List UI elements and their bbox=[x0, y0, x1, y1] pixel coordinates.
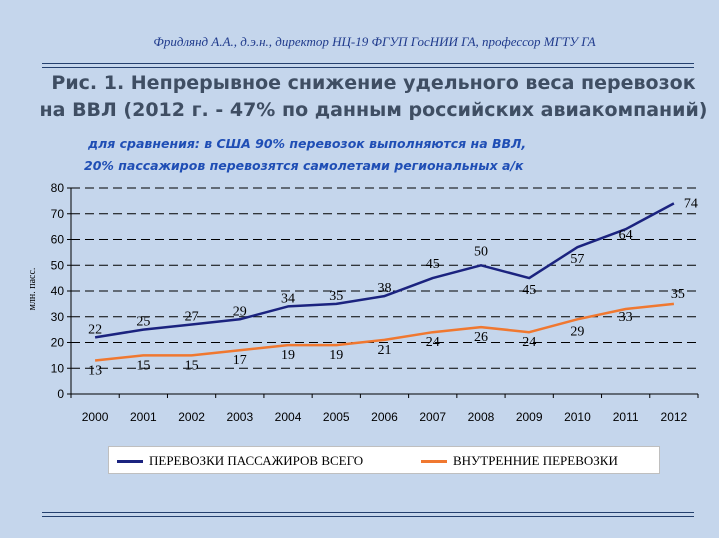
y-tick-label: 10 bbox=[51, 361, 65, 375]
y-axis-label: млн. пасс. bbox=[27, 268, 38, 311]
x-tick-label: 2011 bbox=[613, 410, 639, 424]
data-label: 19 bbox=[329, 348, 343, 363]
title-line-1: Рис. 1. Непрерывное снижение удельного в… bbox=[51, 72, 696, 94]
slide-title: Рис. 1. Непрерывное снижение удельного в… bbox=[0, 70, 719, 124]
data-label: 45 bbox=[426, 257, 440, 272]
x-tick-label: 2009 bbox=[516, 410, 543, 424]
top-divider-thin bbox=[42, 67, 694, 68]
legend-swatch-total bbox=[117, 459, 143, 463]
y-tick-label: 70 bbox=[51, 207, 65, 221]
bottom-divider-thin bbox=[42, 516, 694, 517]
data-label: 35 bbox=[329, 289, 343, 304]
data-label: 57 bbox=[570, 252, 584, 267]
legend-item-total: ПЕРЕВОЗКИ ПАССАЖИРОВ ВСЕГО bbox=[117, 453, 363, 469]
comparison-note: для сравнения: в США 90% перевозок выпол… bbox=[84, 133, 527, 177]
x-tick-label: 2001 bbox=[130, 410, 157, 424]
title-line-2: на ВВЛ (2012 г. - 47% по данным российск… bbox=[39, 99, 708, 121]
data-label: 45 bbox=[522, 283, 536, 298]
top-divider bbox=[42, 63, 694, 64]
series-line-0 bbox=[94, 202, 675, 339]
data-label: 35 bbox=[671, 287, 685, 302]
data-label: 29 bbox=[233, 304, 247, 319]
chart-legend: ПЕРЕВОЗКИ ПАССАЖИРОВ ВСЕГО ВНУТРЕННИЕ ПЕ… bbox=[108, 446, 660, 474]
x-tick-label: 2002 bbox=[178, 410, 205, 424]
data-label: 29 bbox=[570, 324, 584, 339]
data-label: 15 bbox=[136, 358, 150, 373]
data-label: 24 bbox=[426, 335, 440, 350]
y-tick-label: 30 bbox=[51, 310, 65, 324]
data-label: 25 bbox=[136, 315, 150, 330]
legend-item-domestic: ВНУТРЕННИЕ ПЕРЕВОЗКИ bbox=[421, 453, 618, 469]
note-line-2: 20% пассажиров перевозятся самолетами ре… bbox=[84, 158, 524, 173]
data-label: 33 bbox=[619, 310, 633, 325]
series-line-1 bbox=[94, 302, 675, 362]
x-tick-label: 2000 bbox=[82, 410, 109, 424]
author-line: Фридлянд А.А., д.э.н., директор НЦ-19 ФГ… bbox=[153, 34, 596, 49]
data-label: 17 bbox=[233, 353, 247, 368]
legend-label-total: ПЕРЕВОЗКИ ПАССАЖИРОВ ВСЕГО bbox=[149, 453, 364, 468]
y-tick-label: 40 bbox=[51, 284, 65, 298]
x-tick-label: 2004 bbox=[275, 410, 302, 424]
data-label: 13 bbox=[88, 364, 102, 379]
data-label: 19 bbox=[281, 348, 295, 363]
data-label: 24 bbox=[522, 335, 536, 350]
note-line-1: для сравнения: в США 90% перевозок выпол… bbox=[88, 136, 527, 151]
x-tick-label: 2003 bbox=[226, 410, 253, 424]
y-tick-label: 0 bbox=[57, 387, 64, 401]
legend-label-domestic: ВНУТРЕННИЕ ПЕРЕВОЗКИ bbox=[453, 453, 618, 468]
y-tick-label: 60 bbox=[51, 233, 65, 247]
y-tick-label: 80 bbox=[51, 181, 65, 195]
y-tick-label: 20 bbox=[51, 336, 65, 350]
data-label: 34 bbox=[281, 291, 295, 306]
data-label: 27 bbox=[185, 309, 199, 324]
data-label: 38 bbox=[378, 281, 392, 296]
legend-swatch-domestic bbox=[421, 459, 447, 463]
x-tick-label: 2008 bbox=[468, 410, 495, 424]
x-tick-label: 2010 bbox=[564, 410, 591, 424]
data-label: 26 bbox=[474, 330, 488, 345]
data-label: 21 bbox=[378, 343, 392, 358]
bottom-divider bbox=[42, 512, 694, 513]
x-tick-label: 2005 bbox=[323, 410, 350, 424]
x-tick-label: 2007 bbox=[419, 410, 446, 424]
data-label: 64 bbox=[619, 228, 633, 243]
data-label: 15 bbox=[185, 358, 199, 373]
data-label: 74 bbox=[684, 196, 698, 211]
data-label: 22 bbox=[88, 322, 102, 337]
x-tick-label: 2006 bbox=[371, 410, 398, 424]
data-label: 50 bbox=[474, 244, 488, 259]
y-tick-label: 50 bbox=[51, 258, 65, 272]
x-tick-label: 2012 bbox=[661, 410, 688, 424]
